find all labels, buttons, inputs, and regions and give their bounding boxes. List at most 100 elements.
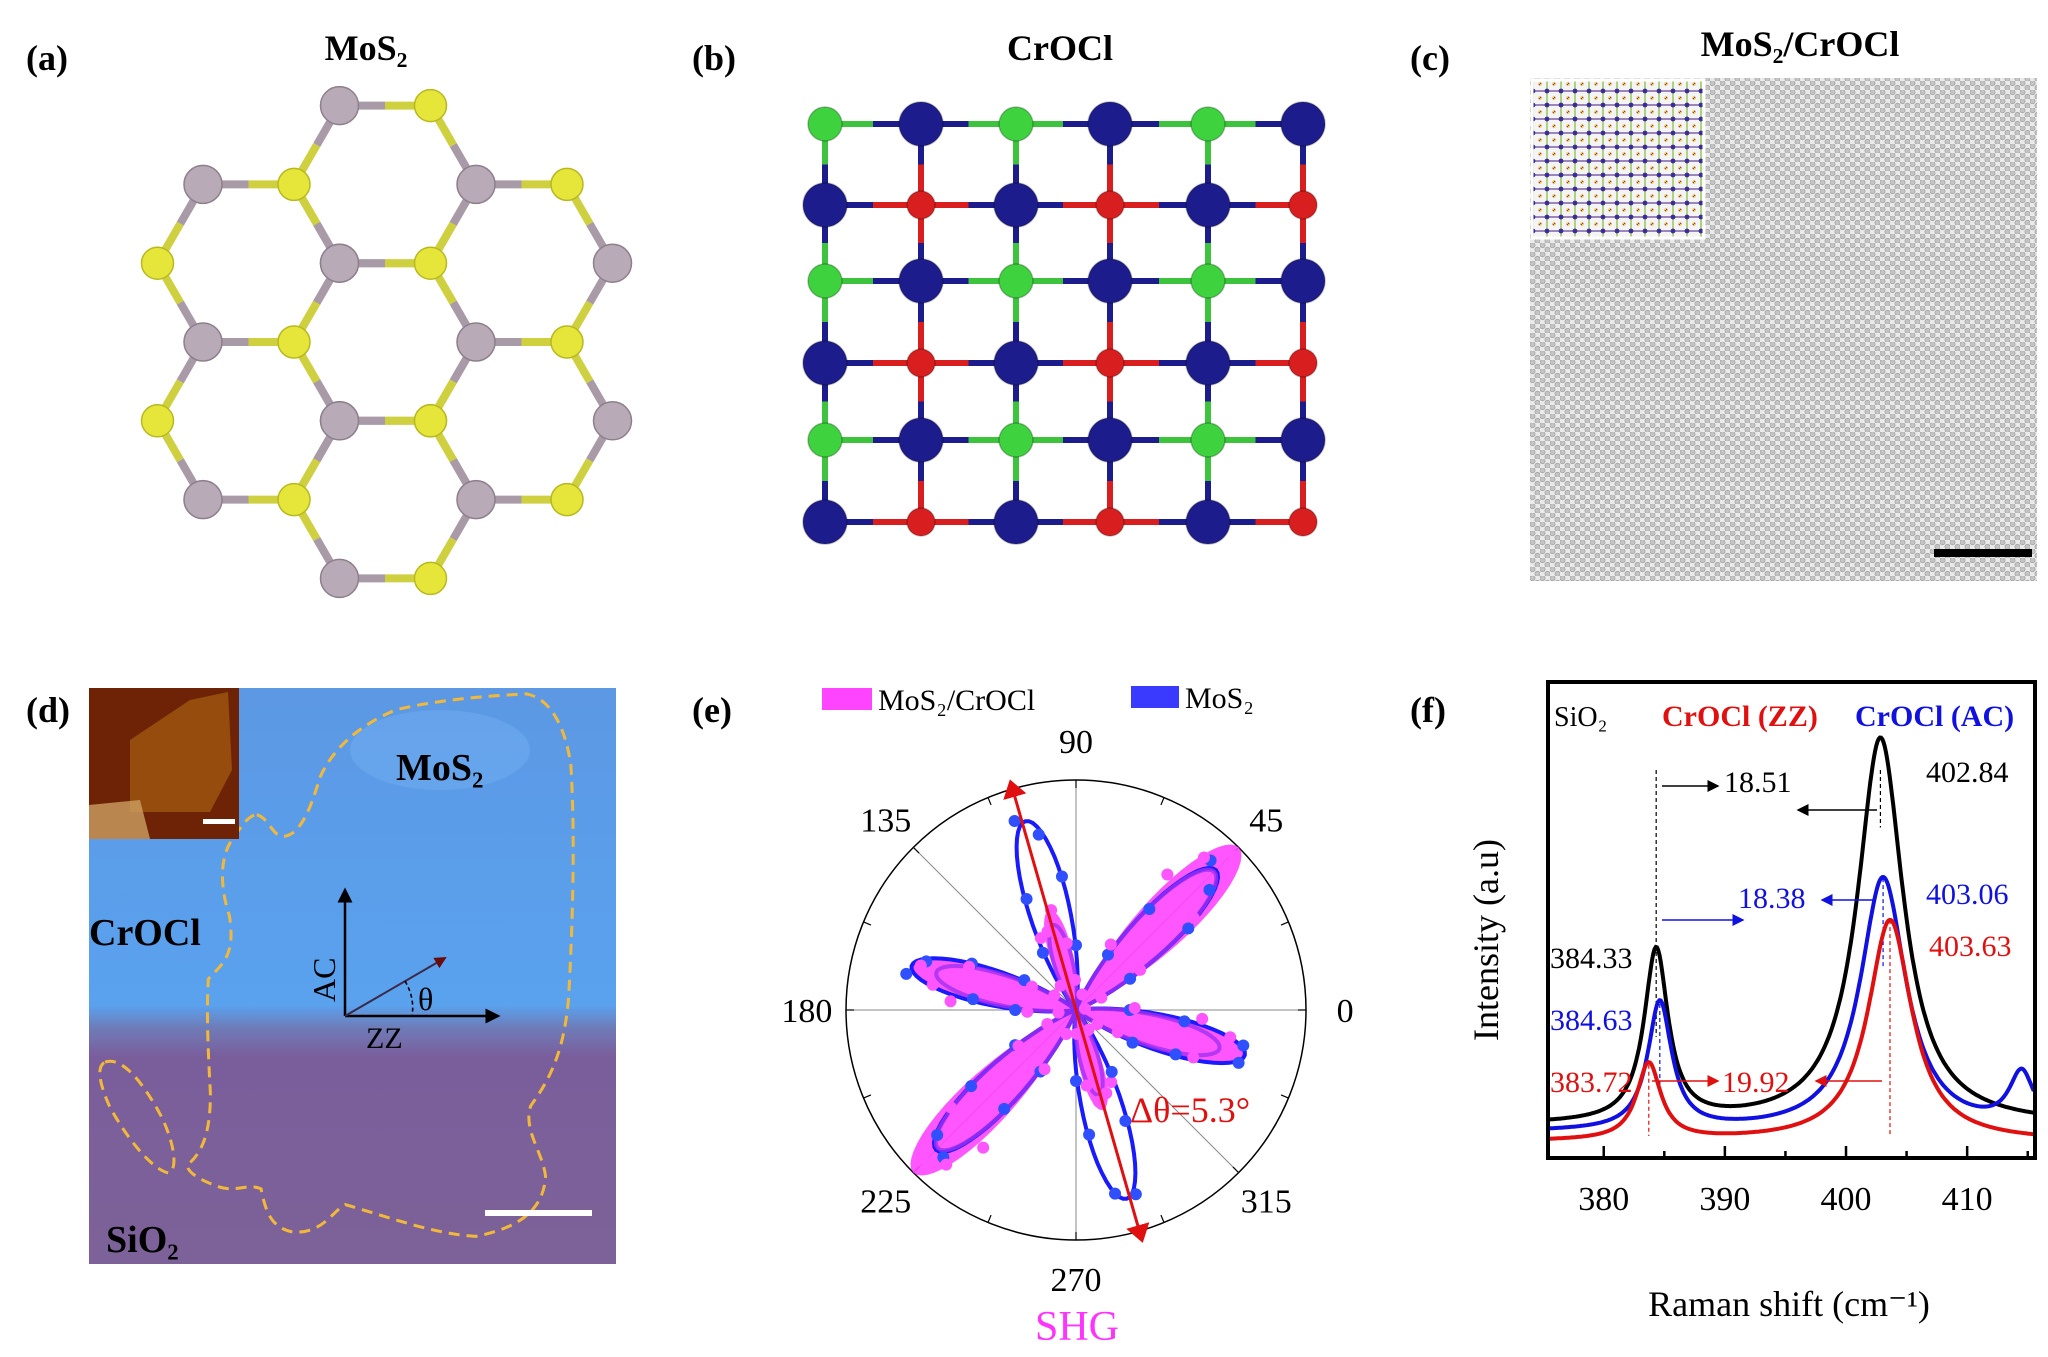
polar-tick xyxy=(863,1094,872,1099)
data-point-mos2 xyxy=(998,1102,1011,1115)
cr-atom xyxy=(1280,258,1326,304)
series-line-crocl-ac- xyxy=(1548,874,2036,1131)
data-point-mos2 xyxy=(1109,1187,1122,1200)
s-atom xyxy=(140,404,175,438)
s-atom xyxy=(277,167,311,202)
data-point-heterostructure xyxy=(1187,1051,1200,1064)
angle-tick-label: 225 xyxy=(860,1183,911,1220)
mo-atom xyxy=(592,243,633,283)
panel-a: (a) MoS₂ xyxy=(26,28,633,599)
cr-atom xyxy=(993,499,1039,545)
s-atom xyxy=(413,561,448,596)
data-point-mos2 xyxy=(1032,828,1045,841)
annotation-black-low: 384.33 xyxy=(1550,942,1633,975)
o-atom xyxy=(906,190,936,220)
series-line-crocl-zz- xyxy=(1547,917,2034,1141)
panel-label-a: (a) xyxy=(26,38,68,78)
polar-tick xyxy=(1280,1094,1289,1099)
theta-arc xyxy=(404,980,414,1017)
mo-atom xyxy=(183,164,223,205)
panel-f: (f) 380 390 400 410 SiO₂ CrOCl (ZZ) CrOCl (… xyxy=(1410,680,2037,1324)
x-axis-label: Raman shift (cm⁻¹) xyxy=(1648,1284,1930,1324)
mo-atom xyxy=(592,401,633,441)
x-tick-label: 390 xyxy=(1699,1181,1750,1218)
cl-atom xyxy=(1190,106,1226,142)
cl-atom xyxy=(998,263,1034,299)
cr-atom xyxy=(898,258,944,304)
mos2-outline xyxy=(187,694,573,1236)
panel-label-f: (f) xyxy=(1410,690,1446,730)
data-point-mos2 xyxy=(1126,1036,1139,1049)
annotation-red-low: 383.72 xyxy=(1550,1066,1633,1099)
polar-tick xyxy=(912,846,920,854)
mo-atom xyxy=(456,322,496,362)
panel-c: (c) MoS₂/CrOCl xyxy=(1410,24,2037,581)
mo-atom xyxy=(319,558,360,599)
panel-b: (b) CrOCl xyxy=(692,28,1326,545)
data-point-mos2 xyxy=(1178,1015,1191,1028)
y-axis-label: Intensity (a.u) xyxy=(1466,839,1506,1041)
cr-atom xyxy=(1280,417,1326,463)
polar-tick xyxy=(987,1214,992,1223)
panel-title-heterostructure: MoS₂/CrOCl xyxy=(1701,24,1900,64)
panel-d: (d) AC θ ZZ MoS₂ CrOCl SiO₂ xyxy=(26,688,616,1264)
data-point-heterostructure xyxy=(977,1141,990,1154)
data-point-mos2 xyxy=(1101,948,1114,961)
cr-atom xyxy=(1087,417,1133,463)
shg-label: SHG xyxy=(1035,1304,1119,1350)
cl-atom xyxy=(807,263,843,299)
o-atom xyxy=(1095,190,1125,220)
annotation-red-high: 403.63 xyxy=(1929,930,2012,963)
data-point-heterostructure xyxy=(1187,912,1200,925)
plot-frame xyxy=(1546,680,2037,1160)
data-point-heterostructure xyxy=(1196,1012,1209,1025)
data-point-mos2 xyxy=(931,1129,944,1142)
s-atom xyxy=(550,325,584,359)
data-point-heterostructure xyxy=(963,960,976,973)
o-atom xyxy=(1095,348,1125,378)
data-point-mos2 xyxy=(1232,1056,1245,1069)
legend-swatch-heterostructure xyxy=(822,688,872,710)
s-atom xyxy=(277,482,311,517)
legend-crocl-zz: CrOCl (ZZ) xyxy=(1662,700,1818,733)
data-point-heterostructure xyxy=(1078,1002,1091,1015)
data-point-heterostructure xyxy=(926,978,939,991)
cl-atom xyxy=(1190,263,1226,299)
panel-label-d: (d) xyxy=(26,690,70,730)
annotation-blue-shift: 18.38 xyxy=(1738,882,1806,915)
sio2-region-label: SiO₂ xyxy=(106,1219,179,1261)
heterostructure-inset xyxy=(1530,78,1706,240)
polar-tick xyxy=(987,797,992,806)
data-point-heterostructure xyxy=(944,995,957,1008)
s-atom xyxy=(413,246,448,280)
mo-atom xyxy=(183,479,223,520)
data-point-heterostructure xyxy=(1128,1001,1141,1014)
cr-atom xyxy=(1185,340,1231,386)
data-point-heterostructure xyxy=(1060,1027,1073,1040)
data-point-heterostructure xyxy=(1105,1076,1118,1089)
afm-substrate xyxy=(89,800,150,839)
o-atom xyxy=(1288,348,1318,378)
x-tick-label: 410 xyxy=(1942,1181,1993,1218)
data-point-heterostructure xyxy=(1021,1005,1034,1018)
cr-atom xyxy=(1087,101,1133,147)
zz-label: ZZ xyxy=(366,1022,403,1055)
annotation-red-shift: 19.92 xyxy=(1722,1066,1790,1099)
cr-atom xyxy=(993,182,1039,228)
data-point-mos2 xyxy=(1169,1048,1182,1061)
cr-atom xyxy=(802,182,848,228)
angle-tick-label: 180 xyxy=(781,993,832,1030)
data-point-heterostructure xyxy=(1048,989,1061,1002)
theta-label: θ xyxy=(418,981,433,1017)
cl-atom xyxy=(998,422,1034,458)
data-point-heterostructure xyxy=(945,1101,958,1114)
data-point-mos2 xyxy=(1124,972,1137,985)
x-tick-label: 380 xyxy=(1578,1181,1629,1218)
mo-atom xyxy=(183,322,223,362)
o-atom xyxy=(906,348,936,378)
data-point-heterostructure xyxy=(1091,1018,1104,1031)
mo-atom xyxy=(319,401,360,441)
cr-atom xyxy=(993,340,1039,386)
data-point-mos2 xyxy=(1182,922,1195,935)
data-point-mos2 xyxy=(1237,1039,1250,1052)
